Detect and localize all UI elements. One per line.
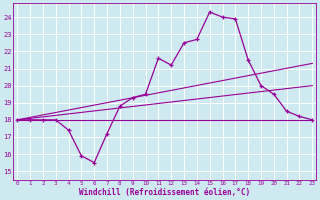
X-axis label: Windchill (Refroidissement éolien,°C): Windchill (Refroidissement éolien,°C): [79, 188, 250, 197]
